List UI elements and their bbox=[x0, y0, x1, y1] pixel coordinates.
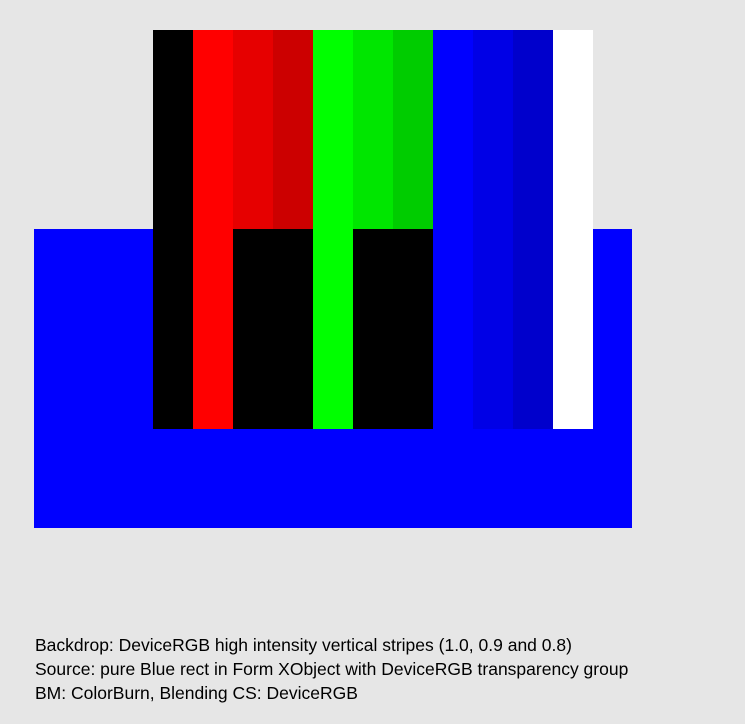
stripe-top-4 bbox=[313, 30, 353, 229]
stripe-top-1 bbox=[193, 30, 233, 229]
stripe-blended-0 bbox=[153, 229, 193, 429]
stripe-blended-8 bbox=[473, 229, 513, 429]
stripe-blended-10 bbox=[553, 229, 593, 429]
stripe-top-3 bbox=[273, 30, 313, 229]
caption-line-source: Source: pure Blue rect in Form XObject w… bbox=[35, 659, 629, 679]
stripe-blended-1 bbox=[193, 229, 233, 429]
stripe-blended-4 bbox=[313, 229, 353, 429]
stripe-top-8 bbox=[473, 30, 513, 229]
stripe-top-5 bbox=[353, 30, 393, 229]
caption: Backdrop: DeviceRGB high intensity verti… bbox=[35, 633, 628, 705]
stripe-top-0 bbox=[153, 30, 193, 229]
stripe-blended-6 bbox=[393, 229, 433, 429]
stripe-blended-3 bbox=[273, 229, 313, 429]
stripe-top-7 bbox=[433, 30, 473, 229]
stripe-blended-2 bbox=[233, 229, 273, 429]
stripe-blended-5 bbox=[353, 229, 393, 429]
stripe-top-10 bbox=[553, 30, 593, 229]
stripe-blended-7 bbox=[433, 229, 473, 429]
caption-line-backdrop: Backdrop: DeviceRGB high intensity verti… bbox=[35, 635, 572, 655]
stripe-top-6 bbox=[393, 30, 433, 229]
stripe-top-2 bbox=[233, 30, 273, 229]
stripe-top-9 bbox=[513, 30, 553, 229]
caption-line-blend-mode: BM: ColorBurn, Blending CS: DeviceRGB bbox=[35, 683, 358, 703]
stripe-blended-9 bbox=[513, 229, 553, 429]
